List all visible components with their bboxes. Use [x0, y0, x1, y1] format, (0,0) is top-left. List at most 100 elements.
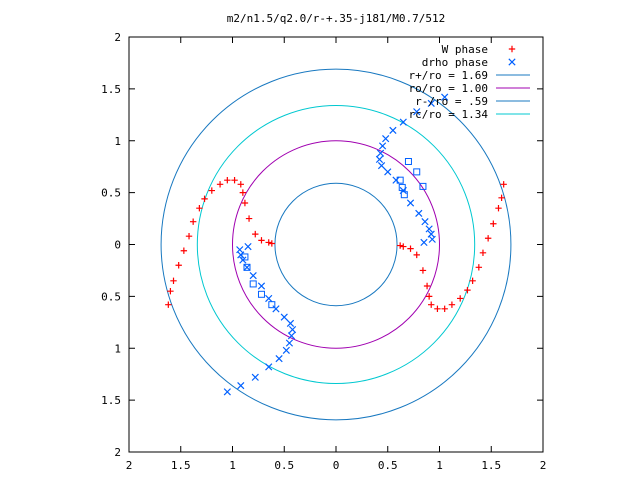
w-phase-point: [469, 277, 476, 285]
w-phase-point: [428, 301, 435, 308]
w-phase-point: [185, 233, 193, 240]
drho-phase-point: [257, 282, 266, 290]
x-tick-label: 2: [126, 459, 133, 472]
drho-phase-square-point: [400, 191, 408, 199]
x-tick-label: 0.5: [274, 459, 294, 472]
w-phase-point: [475, 264, 483, 271]
w-phase-point: [479, 249, 487, 256]
drho-phase-point: [382, 135, 390, 143]
drho-phase-square-point: [404, 158, 412, 165]
w-phase-point: [180, 247, 188, 254]
drho-phase-square-point: [396, 176, 404, 184]
drho-phase-point: [265, 294, 273, 303]
w-phase-point: [434, 305, 441, 313]
w-phase-point: [237, 181, 244, 188]
x-tick-label: 1.5: [481, 459, 501, 472]
drho-phase-point: [377, 162, 386, 170]
w-phase-point: [239, 189, 247, 196]
drho-phase-point: [425, 225, 433, 233]
y-tick-label: 2: [114, 446, 121, 459]
w-phase-point: [425, 293, 433, 300]
drho-phase-point: [384, 168, 392, 176]
w-phase-point: [490, 220, 497, 227]
w-phase-point: [241, 199, 249, 207]
y-tick-label: 1: [114, 135, 121, 148]
w-phase-point: [224, 176, 231, 184]
drho-phase-square-point: [243, 263, 251, 271]
drho-phase-point: [285, 339, 294, 347]
radius-circle: [232, 140, 440, 349]
w-phase-point: [400, 243, 407, 250]
drho-phase-point: [223, 388, 231, 396]
radius-circle: [160, 68, 512, 421]
legend-label: W phase: [442, 43, 488, 56]
x-tick-label: 1.5: [171, 459, 191, 472]
w-phase-point: [175, 262, 182, 269]
drho-phase-point: [376, 149, 385, 157]
drho-phase-point: [389, 126, 397, 134]
w-phase-point: [500, 181, 507, 188]
drho-phase-point: [249, 272, 257, 280]
y-tick-label: 1: [114, 342, 121, 355]
drho-phase-point: [420, 238, 428, 247]
y-tick-label: 0.5: [101, 187, 121, 200]
drho-phase-point: [244, 242, 252, 251]
drho-phase-point: [280, 313, 288, 321]
drho-phase-point: [275, 355, 283, 363]
x-tick-label: 2: [540, 459, 547, 472]
legend-marker-swatch: [508, 58, 516, 66]
w-phase-point: [495, 204, 502, 212]
legend-label: r+/ro = 1.69: [409, 69, 488, 82]
drho-phase-square-point: [268, 301, 276, 309]
y-tick-label: 2: [114, 31, 121, 44]
legend-marker-swatch: [508, 45, 516, 53]
w-phase-point: [196, 204, 203, 212]
w-phase-point: [208, 187, 215, 194]
data-points: [165, 93, 507, 396]
legend-label: drho phase: [422, 56, 488, 69]
chart-title: m2/n1.5/q2.0/r-+.35-j181/M0.7/512: [227, 12, 446, 25]
drho-phase-point: [265, 363, 273, 371]
drho-phase-point: [378, 142, 387, 150]
drho-phase-point: [272, 305, 280, 313]
drho-phase-square-point: [413, 168, 421, 176]
drho-phase-point: [286, 319, 295, 327]
drho-phase-point: [428, 235, 436, 243]
drho-phase-point: [243, 263, 251, 271]
drho-phase-point: [406, 199, 415, 207]
w-phase-point: [265, 239, 272, 246]
radius-circle: [274, 182, 398, 307]
w-phase-point: [396, 242, 404, 249]
drho-phase-point: [441, 93, 449, 101]
axis-ticks: 2 1.5 1 0.5 0 0.5 1 1.5 221.510.500.511.52: [101, 31, 546, 472]
w-phase-point: [231, 176, 238, 184]
y-tick-label: 1.5: [101, 83, 121, 96]
w-phase-point: [423, 282, 431, 290]
w-phase-point: [245, 215, 253, 222]
w-phase-point: [419, 267, 427, 274]
drho-phase-point: [421, 218, 429, 226]
w-phase-point: [498, 194, 505, 202]
x-tick-label: 1: [436, 459, 443, 472]
w-phase-point: [413, 251, 420, 259]
w-phase-point: [170, 277, 177, 285]
w-phase-point: [258, 237, 265, 244]
legend-label: ro/ro = 1.00: [409, 82, 488, 95]
drho-phase-square-point: [419, 182, 427, 190]
y-tick-label: 0.5: [101, 290, 121, 303]
drho-phase-point: [413, 108, 421, 116]
w-phase-point: [268, 240, 276, 247]
drho-phase-point: [237, 381, 245, 390]
radius-circle: [196, 104, 476, 385]
w-phase-point: [407, 245, 414, 252]
w-phase-point: [216, 181, 224, 188]
w-phase-point: [189, 218, 197, 225]
drho-phase-point: [251, 373, 259, 381]
drho-phase-point: [287, 332, 296, 340]
w-phase-point: [441, 305, 448, 313]
w-phase-point: [448, 301, 456, 308]
drho-phase-square-point: [398, 183, 406, 191]
drho-phase-point: [236, 246, 244, 254]
